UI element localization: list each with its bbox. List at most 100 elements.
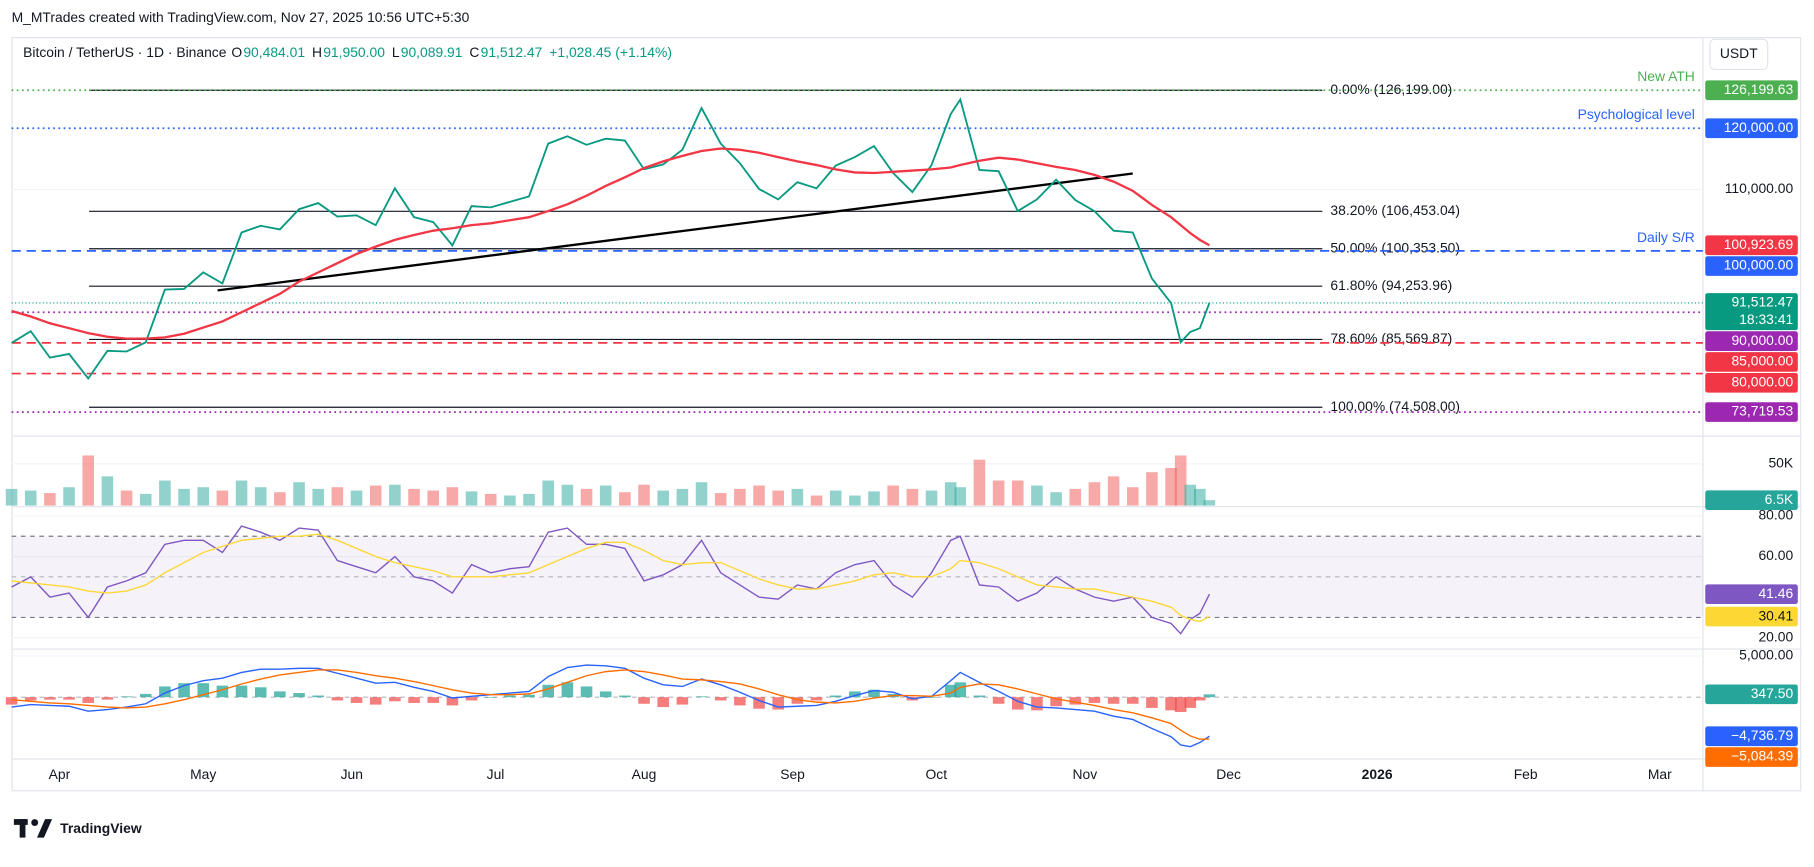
volume-bar <box>810 495 823 506</box>
volume-bar <box>331 487 344 506</box>
volume-bar <box>197 487 210 506</box>
macd-bar <box>657 697 669 708</box>
rsi-line <box>11 533 1210 623</box>
volume-pane: 50K 6.5K <box>5 455 1798 510</box>
macd-bar <box>619 695 631 698</box>
volume-bar <box>753 485 765 506</box>
macd-bar <box>695 696 708 698</box>
level-note: Psychological level <box>1578 106 1695 122</box>
footer-brand: TradingView <box>60 820 142 836</box>
price-label-box <box>1705 118 1798 139</box>
macd-bar <box>1174 697 1187 713</box>
macd-bar <box>1107 697 1120 704</box>
price-label-box <box>1705 726 1798 747</box>
macd-bar <box>753 697 765 709</box>
volume-bar <box>734 488 746 506</box>
volume-bar <box>312 488 325 506</box>
y-tick-label: 20.00 <box>1758 628 1793 644</box>
price-label: −4,736.79 <box>1731 727 1793 743</box>
volume-bar <box>1050 492 1062 506</box>
volume-bar <box>235 480 248 506</box>
macd-bar <box>120 696 133 698</box>
volume-bar <box>580 488 593 506</box>
currency[interactable]: USDT <box>1720 45 1758 61</box>
volume-bar <box>954 487 967 506</box>
x-tick-label: Dec <box>1216 766 1241 782</box>
price-label: −5,084.39 <box>1731 748 1793 764</box>
volume-bar <box>676 488 689 506</box>
volume-bar <box>1011 480 1024 506</box>
volume-bar <box>973 459 986 506</box>
level-note: New ATH <box>1637 68 1695 84</box>
macd-bar <box>159 686 171 698</box>
volume-bar <box>216 490 229 506</box>
macd-bar <box>1050 697 1062 707</box>
volume-bar <box>389 484 401 506</box>
volume-bar <box>504 495 516 506</box>
macd-bar <box>446 697 459 706</box>
price-label: 41.46 <box>1758 585 1793 601</box>
macd-bar <box>542 684 554 698</box>
volume-bar <box>714 493 727 506</box>
x-tick-label: Apr <box>49 766 71 782</box>
price-label-box <box>1705 606 1798 627</box>
volume-bar <box>293 482 305 506</box>
volume-bar <box>849 495 861 506</box>
volume-bar <box>274 492 286 506</box>
price-label-box <box>1705 352 1798 372</box>
volume-bar <box>619 492 631 506</box>
ohlc: O 90,484.01 H 91,950.00 L 90,089.91 C 91,512.47… <box>231 44 672 60</box>
macd-bar <box>63 697 75 700</box>
price-label-box <box>1705 402 1798 422</box>
macd-bar <box>772 697 784 710</box>
macd-bar <box>216 685 229 698</box>
volume-bar <box>561 484 574 506</box>
x-tick-label: Jul <box>487 766 505 782</box>
volume-bar <box>63 487 75 506</box>
price-label: 126,199.63 <box>1724 81 1794 97</box>
macd-bar <box>5 697 18 705</box>
currency-button[interactable] <box>1709 38 1769 71</box>
macd-bar <box>331 697 344 701</box>
price-label-box <box>1705 747 1798 767</box>
ohlc-key: O <box>231 44 242 60</box>
price-label-box <box>1705 80 1798 101</box>
ohlc-value: 91,950.00 <box>323 44 385 60</box>
fib-label: 61.80% (94,253.96) <box>1330 277 1452 293</box>
macd-bar <box>791 697 804 704</box>
macd-bar <box>714 697 727 701</box>
macd-bar <box>101 697 114 700</box>
chart-frame <box>11 37 1802 792</box>
x-tick-label: Sep <box>780 766 805 782</box>
macd-bar <box>254 687 267 698</box>
macd-pane: 5,000.00 347.50 −4,736.79 −5,084.39 <box>5 647 1798 767</box>
price-label-box <box>1705 684 1798 705</box>
macd-bar <box>427 697 439 703</box>
ohlc-value: 91,512.47 <box>481 44 543 60</box>
macd-bar <box>350 697 363 703</box>
volume-bar <box>868 491 880 506</box>
y-tick-label: 5,000.00 <box>1739 647 1793 663</box>
macd-bar <box>580 686 593 698</box>
ohlc-key: L <box>392 44 400 60</box>
macd-bar <box>484 697 497 698</box>
price-label-box <box>1705 293 1798 331</box>
volume-bar <box>1107 476 1120 506</box>
volume-bar <box>1165 468 1177 506</box>
macd-bar <box>274 691 286 698</box>
countdown: 18:33:41 <box>1739 311 1793 327</box>
y-tick-label: 110,000.00 <box>1725 180 1794 196</box>
ohlc-key: H <box>312 44 322 60</box>
macd-bar <box>1031 697 1043 711</box>
logo <box>13 819 53 838</box>
volume-bar <box>178 488 190 506</box>
macd-bar <box>465 697 478 701</box>
macd-bar <box>944 684 957 698</box>
volume-bar <box>101 476 114 506</box>
volume-bar <box>638 484 650 506</box>
price-label: 91,512.47 <box>1731 294 1793 310</box>
x-tick-label: Feb <box>1514 766 1538 782</box>
price-label: 347.50 <box>1751 685 1794 701</box>
macd-bar <box>504 695 516 698</box>
ohlc-key: C <box>469 44 479 60</box>
